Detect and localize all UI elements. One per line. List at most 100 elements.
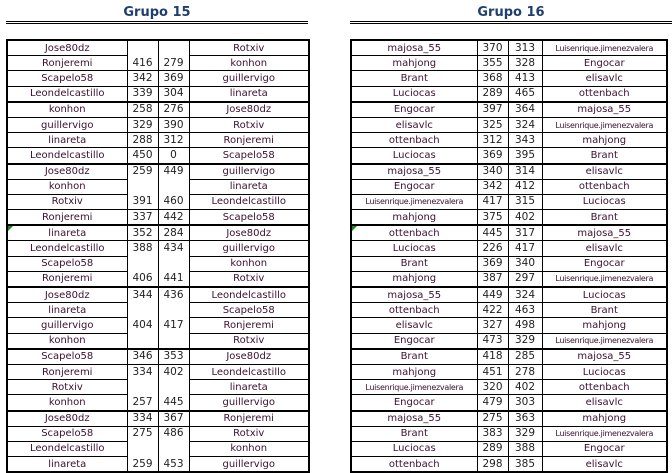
home-player[interactable]: mahjong [351,55,477,71]
home-player[interactable]: elisavlc [351,116,477,133]
home-score[interactable]: 259 [126,456,159,473]
away-score[interactable]: 442 [157,209,190,226]
away-score[interactable] [157,39,190,56]
away-player[interactable]: Scapelo58 [189,209,309,226]
away-score[interactable]: 390 [157,116,190,133]
away-player[interactable]: Ronjeremi [189,409,309,427]
home-score[interactable]: 334 [126,409,159,427]
away-player[interactable]: Jose80dz [189,347,309,365]
away-player[interactable]: Scapelo58 [189,147,309,164]
away-player[interactable]: mahjong [542,409,667,427]
away-score[interactable]: 353 [157,347,190,365]
home-player[interactable]: konhon [7,100,127,118]
away-player[interactable]: Engocar [542,440,667,457]
home-player[interactable]: Engocar [351,332,477,349]
home-player[interactable]: majosa_55 [351,286,477,303]
home-score[interactable] [126,379,159,395]
away-score[interactable]: 317 [507,224,543,241]
away-score[interactable]: 324 [507,286,543,303]
away-score[interactable]: 434 [157,240,190,257]
home-player[interactable]: majosa_55 [351,409,477,427]
home-player[interactable]: konhon [7,394,127,411]
home-player[interactable]: Luciocas [351,147,477,164]
home-score[interactable]: 344 [126,286,159,303]
away-player[interactable]: konhon [189,55,309,71]
away-player[interactable]: Leondelcastillo [189,286,309,303]
home-score[interactable]: 329 [126,116,159,133]
home-score[interactable]: 375 [476,209,509,226]
home-player[interactable]: Leondelcastillo [7,240,127,257]
home-player[interactable]: Ronjeremi [7,270,127,287]
away-score[interactable]: 449 [157,162,190,180]
away-score[interactable]: 276 [157,100,190,118]
away-player[interactable]: Rotxiv [189,332,309,349]
away-score[interactable]: 315 [507,193,543,210]
home-player[interactable]: mahjong [351,363,477,380]
away-player[interactable]: Rotxiv [189,270,309,287]
home-score[interactable]: 397 [476,100,509,118]
away-score[interactable]: 486 [157,425,190,442]
away-score[interactable] [157,441,190,457]
away-score[interactable] [157,333,190,349]
home-score[interactable] [126,333,159,349]
home-player[interactable]: majosa_55 [351,39,477,56]
home-player[interactable]: Brant [351,70,477,87]
away-player[interactable]: elisavlc [542,70,667,87]
away-player[interactable]: ottenbach [542,85,667,102]
home-score[interactable] [126,39,159,56]
away-score[interactable]: 436 [157,286,190,303]
home-score[interactable]: 298 [476,456,509,473]
home-player[interactable]: mahjong [351,270,477,287]
away-player[interactable]: Leondelcastillo [189,363,309,380]
away-player[interactable]: Jose80dz [189,100,309,118]
away-player[interactable]: Luisenrique.jimenezvalera [542,270,667,287]
home-player[interactable]: ottenbach [351,132,477,148]
home-score[interactable]: 450 [126,147,159,164]
away-score[interactable]: 312 [157,132,190,148]
away-score[interactable]: 304 [157,85,190,102]
away-player[interactable]: majosa_55 [542,100,667,118]
away-player[interactable]: Leondelcastillo [189,193,309,210]
home-score[interactable] [126,179,159,195]
home-score[interactable]: 334 [126,363,159,380]
away-player[interactable]: mahjong [542,317,667,334]
away-score[interactable]: 284 [157,224,190,241]
home-score[interactable]: 325 [476,116,509,133]
away-score[interactable]: 329 [507,332,543,349]
home-player[interactable]: linareta [7,456,127,473]
away-score[interactable]: 279 [157,55,190,71]
away-score[interactable]: 445 [157,394,190,411]
away-player[interactable]: elisavlc [542,162,667,180]
home-player[interactable]: Luisenrique.jimenezvalera [351,193,477,210]
away-score[interactable]: 463 [507,302,543,318]
away-score[interactable]: 329 [507,425,543,442]
home-score[interactable]: 258 [126,100,159,118]
away-player[interactable]: majosa_55 [542,347,667,365]
home-score[interactable]: 404 [126,317,159,334]
home-score[interactable]: 342 [476,178,509,195]
away-score[interactable] [157,179,190,195]
away-player[interactable]: Scapelo58 [189,302,309,318]
home-score[interactable]: 416 [126,55,159,71]
away-score[interactable]: 340 [507,255,543,272]
home-score[interactable]: 289 [476,440,509,457]
home-score[interactable]: 368 [476,70,509,87]
home-score[interactable]: 445 [476,224,509,241]
home-player[interactable]: guillervigo [7,116,127,133]
home-player[interactable]: ottenbach [351,456,477,473]
home-score[interactable] [126,302,159,318]
away-player[interactable]: Brant [542,209,667,226]
home-score[interactable]: 355 [476,55,509,71]
home-player[interactable]: Luciocas [351,440,477,457]
home-score[interactable]: 275 [476,409,509,427]
away-player[interactable]: Jose80dz [189,224,309,241]
away-score[interactable]: 402 [507,379,543,395]
away-score[interactable]: 328 [507,55,543,71]
home-score[interactable]: 418 [476,347,509,365]
away-player[interactable]: elisavlc [542,456,667,473]
away-score[interactable]: 343 [507,132,543,148]
home-score[interactable]: 312 [476,132,509,148]
home-score[interactable]: 226 [476,240,509,257]
home-score[interactable]: 288 [126,132,159,148]
home-score[interactable]: 369 [476,147,509,164]
